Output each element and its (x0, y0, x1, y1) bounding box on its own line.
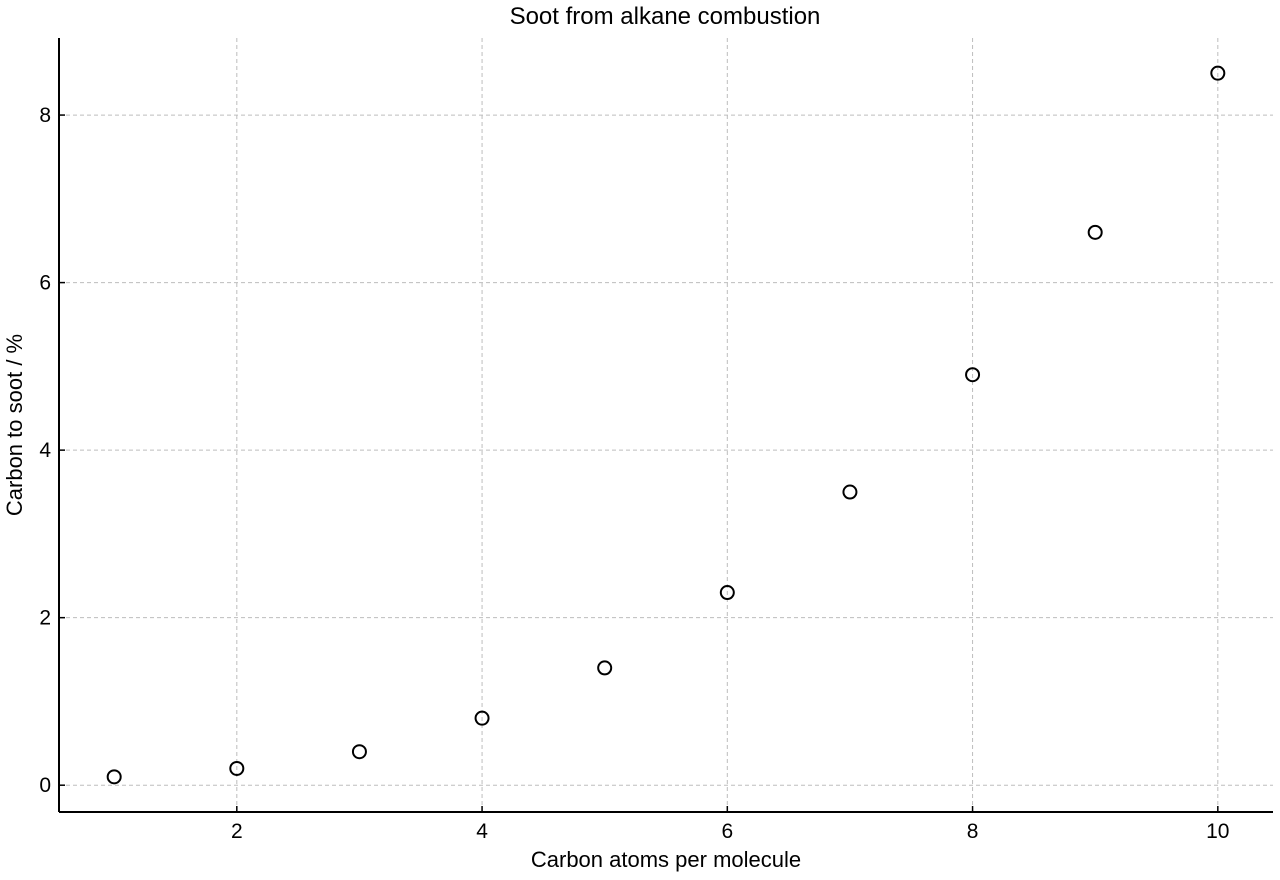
data-point (597, 660, 613, 676)
axis-ticks: 2 4 6 8 10 0 2 4 6 8 (39, 104, 1229, 843)
y-tick-label: 2 (39, 607, 51, 630)
x-tick-label: 4 (476, 820, 488, 843)
x-tick-label: 6 (721, 820, 733, 843)
data-point (106, 769, 122, 785)
y-tick-label: 4 (39, 439, 51, 462)
x-tick-label: 10 (1206, 820, 1229, 843)
y-tick-label: 8 (39, 104, 51, 127)
y-tick-label: 0 (39, 774, 51, 797)
data-point (719, 585, 735, 601)
data-point (351, 744, 367, 760)
x-tick-label: 8 (967, 820, 979, 843)
y-tick-label: 6 (39, 272, 51, 295)
data-point (842, 484, 858, 500)
data-point (474, 710, 490, 726)
x-axis-label: Carbon atoms per molecule (531, 847, 801, 872)
x-tick-label: 2 (231, 820, 243, 843)
grid-lines (59, 38, 1273, 812)
data-point (1087, 224, 1103, 240)
y-axis-label: Carbon to soot / % (2, 334, 27, 516)
chart-title: Soot from alkane combustion (510, 3, 821, 30)
data-point (965, 367, 981, 383)
data-point (229, 760, 245, 776)
data-point (1210, 65, 1226, 81)
data-points (106, 65, 1226, 785)
